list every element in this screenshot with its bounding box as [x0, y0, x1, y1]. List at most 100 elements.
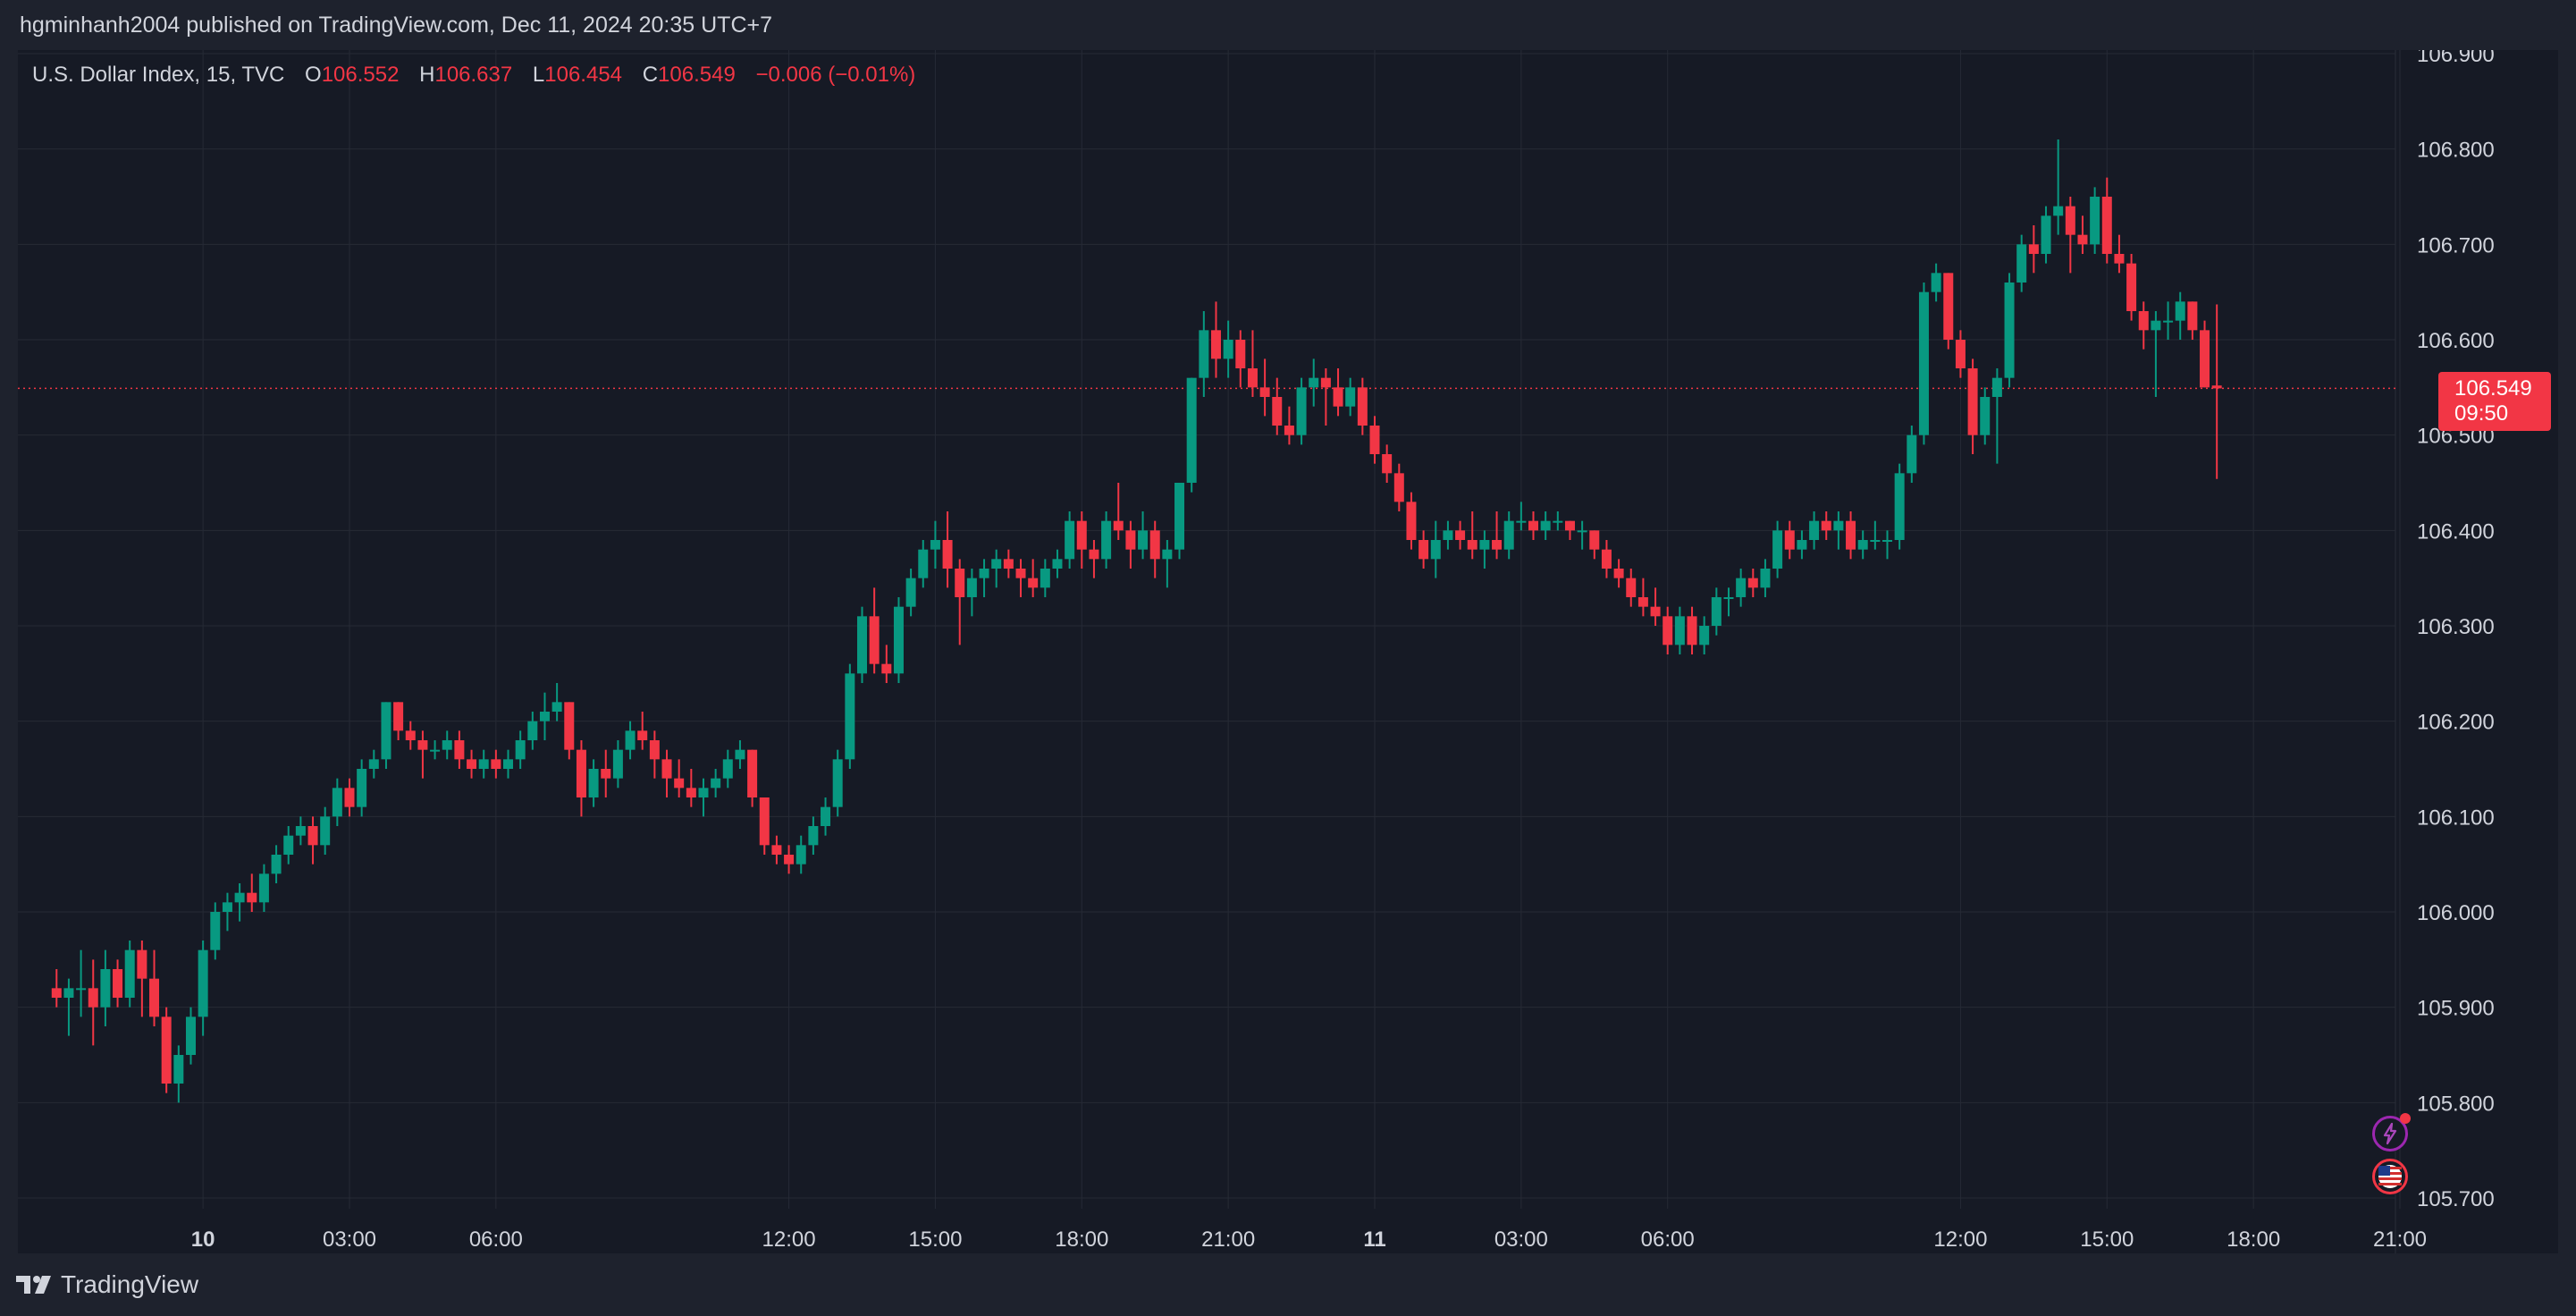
candle-body [503, 759, 514, 769]
candle-body [808, 826, 819, 846]
candle-body [869, 616, 880, 664]
candle-body [1663, 616, 1673, 645]
candle-body [588, 769, 599, 797]
candle-down [113, 959, 123, 1008]
candle-up [735, 740, 745, 769]
last-price-tag: 106.549 09:50 [2438, 372, 2551, 432]
candle-body [1516, 520, 1527, 523]
candle-up [503, 749, 514, 779]
candle-body [332, 788, 342, 817]
candle-body [2163, 320, 2174, 323]
symbol-legend[interactable]: U.S. Dollar Index, 15, TVC O106.552 H106… [32, 63, 930, 88]
candle-down [784, 845, 795, 874]
open-value: 106.552 [321, 63, 400, 87]
candle-up [442, 730, 452, 760]
candle-up [1918, 283, 1929, 445]
candle-body [1210, 330, 1221, 359]
candle-body [1296, 387, 1307, 435]
candle-body [1846, 520, 1856, 550]
candle-body [2101, 197, 2112, 254]
candlestick-chart[interactable]: 105.700 105.800 105.900 106.000 106.100 106.2… [18, 50, 2558, 1253]
candle-up [1540, 511, 1551, 540]
candle-up [1699, 616, 1710, 654]
candle-up [1223, 320, 1233, 378]
candle-up [320, 806, 331, 855]
candle-body [601, 769, 611, 779]
candle-up [2004, 273, 2015, 388]
candle-up [1907, 426, 1917, 483]
candle-body [1882, 540, 1892, 542]
candle-down [1333, 368, 1343, 417]
candle-up [185, 1007, 196, 1065]
candle-body [711, 778, 721, 789]
candle-body [1907, 434, 1917, 474]
candle-up [2175, 291, 2185, 340]
candle-body [1601, 549, 1612, 569]
candle-body [198, 949, 208, 1017]
candle-body [796, 845, 806, 865]
candle-down [869, 587, 880, 674]
candle-body [1674, 616, 1685, 645]
candle-down [2077, 215, 2088, 254]
candle-down [1113, 483, 1124, 540]
candle-body [271, 855, 282, 874]
candle-up [1723, 587, 1734, 617]
candle-body [2138, 311, 2149, 331]
candle-up [979, 559, 989, 597]
lightning-alert-icon[interactable] [2372, 1113, 2411, 1152]
candle-down [1320, 368, 1331, 426]
candle-body [307, 826, 318, 846]
candle-body [2041, 215, 2051, 254]
time-tick-label: 15:00 [908, 1227, 962, 1252]
tradingview-logo[interactable]: TradingView [16, 1270, 198, 1300]
candle-body [2016, 244, 2027, 283]
candle-body [759, 797, 770, 846]
candle-body [1833, 520, 1844, 531]
candle-body [161, 1017, 172, 1084]
us-flag-icon[interactable] [2372, 1159, 2408, 1194]
candle-body [442, 740, 452, 750]
candle-body [991, 559, 1002, 569]
candle-down [2200, 320, 2210, 388]
candle-up [625, 721, 636, 760]
price-tick-label: 106.800 [2417, 139, 2495, 163]
candle-down [1149, 520, 1160, 578]
candle-body [1492, 540, 1503, 550]
candle-up [711, 769, 721, 797]
price-tick-label: 105.800 [2417, 1092, 2495, 1116]
candle-down [1284, 406, 1294, 445]
candle-body [576, 749, 586, 797]
candle-up [1479, 530, 1490, 569]
candle-body [1320, 377, 1331, 388]
time-axis[interactable]: 1:001003:0006:0012:0015:0018:0021:001103… [18, 1227, 2427, 1252]
candle-body [1564, 520, 1575, 531]
candle-body [1309, 377, 1319, 388]
candle-body [491, 759, 501, 769]
candle-body [527, 721, 538, 740]
time-tick-label: 15:00 [2080, 1227, 2134, 1252]
candle-down [161, 1007, 172, 1093]
notification-dot [2400, 1113, 2411, 1124]
candle-body [1955, 340, 1966, 368]
time-tick-label: 21:00 [1201, 1227, 1255, 1252]
symbol-name[interactable]: U.S. Dollar Index, 15, TVC [32, 63, 285, 87]
candle-up [173, 1045, 184, 1103]
candle-body [100, 969, 111, 1008]
candle-down [1015, 559, 1026, 597]
time-tick-label: 18:00 [1055, 1227, 1108, 1252]
chart-area[interactable]: 105.700 105.800 105.900 106.000 106.100 106.2… [18, 50, 2558, 1253]
candle-down [1601, 540, 1612, 578]
candle-up [1870, 520, 1881, 550]
candle-body [771, 845, 782, 855]
candle-down [1821, 511, 1831, 540]
candle-body [784, 855, 795, 865]
candle-body [612, 749, 623, 779]
candle-up [722, 749, 733, 789]
candle-down [1637, 578, 1648, 617]
candle-up [1857, 530, 1868, 560]
price-axis[interactable]: 105.700 105.800 105.900 106.000 106.100 106.2… [2417, 50, 2495, 1211]
candle-body [124, 949, 135, 998]
candle-down [51, 969, 62, 1008]
candle-body [1821, 520, 1831, 531]
candle-body [51, 988, 62, 998]
